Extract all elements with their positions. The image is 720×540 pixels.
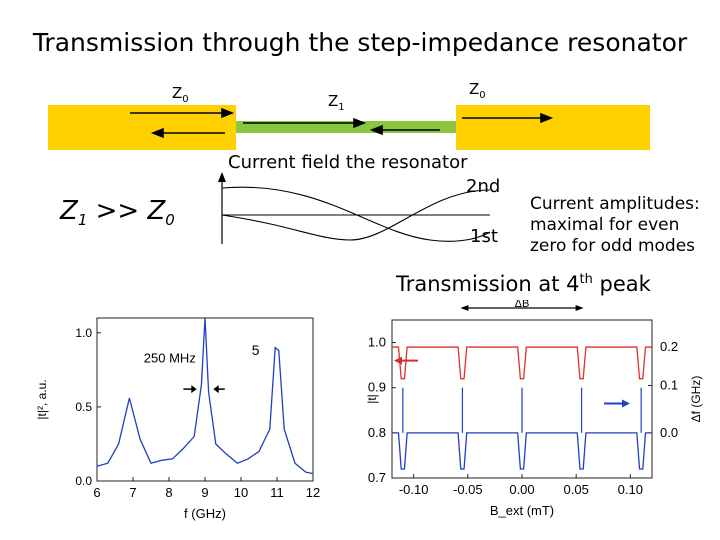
amplitudes-line-2: maximal for even xyxy=(530,215,680,235)
chart2-y-tick-label: 0.7 xyxy=(368,470,386,485)
chart1-series-line xyxy=(96,317,314,475)
right-line-section xyxy=(456,105,650,150)
chart2-right-axis-label: Δf (GHz) xyxy=(689,376,703,423)
impedance-condition: Z1 >> Z0 xyxy=(60,196,175,230)
z0-left-label: Z0 xyxy=(172,84,189,105)
current-amplitudes-note: Current amplitudes: maximal for even zer… xyxy=(530,194,720,257)
chart1-y-axis-label: |t|², a.u. xyxy=(35,379,49,419)
reflected-wave-arrowhead xyxy=(150,127,164,139)
current-field-label: Current field the resonator xyxy=(228,152,468,173)
chart2-deltab-arrowhead-left xyxy=(460,305,469,311)
inner-forward-arrowhead xyxy=(353,117,367,129)
chart1-peak-label-5: 5 xyxy=(252,342,260,358)
chart2-x-tick-label: -0.10 xyxy=(399,482,429,497)
chart2-right-tick-label: 0.0 xyxy=(660,425,678,440)
left-line-section xyxy=(48,105,236,150)
mode-1st-curve xyxy=(221,189,491,241)
mode-sketch xyxy=(218,172,491,244)
chart1-x-tick-label: 7 xyxy=(129,485,136,500)
chart1-y-tick-label: 1.0 xyxy=(75,326,92,340)
chart1-x-tick-label: 11 xyxy=(270,485,284,500)
z1-center-label: Z1 xyxy=(328,92,345,113)
transmission-heading: Transmission at 4th peak xyxy=(396,272,651,296)
chart2-y-tick-label: 0.8 xyxy=(368,425,386,440)
resonator-diagram xyxy=(48,105,650,150)
chart2-y-axis-label: |t| xyxy=(365,394,379,404)
chart2-x-tick-label: 0.00 xyxy=(509,482,534,497)
z0-right-label: Z0 xyxy=(469,80,486,101)
chart2-x-tick-label: 0.10 xyxy=(618,482,643,497)
chart2-red-axis-indicator-head xyxy=(394,356,402,365)
chart2-right-tick-label: 0.1 xyxy=(660,377,678,392)
chart1-y-tick-label: 0.0 xyxy=(75,474,92,488)
chart1-x-tick-label: 10 xyxy=(234,485,248,500)
chart1-linewidth-arrowhead-left xyxy=(191,385,197,394)
incident-wave-arrowhead xyxy=(221,107,235,119)
chart2-blue-axis-indicator-head xyxy=(622,399,630,408)
mode-1st-label: 1st xyxy=(470,226,498,247)
chart2-x-tick-label: 0.05 xyxy=(564,482,589,497)
mode-2nd-curve xyxy=(221,186,491,242)
field-transmission-chart: -0.10 -0.05 0.00 0.05 0.10 0.7 0.8 0.9 1.0 0.0 0.1… xyxy=(365,300,703,518)
chart2-y-tick-label: 0.9 xyxy=(368,380,386,395)
chart2-x-tick-label: -0.05 xyxy=(453,482,483,497)
inner-backward-arrowhead xyxy=(369,124,383,136)
chart2-deltab-arrowhead-right xyxy=(575,305,584,311)
amplitudes-line-3: zero for odd modes xyxy=(530,236,696,256)
chart2-series-2-line xyxy=(392,432,652,470)
chart1-x-tick-label: 6 xyxy=(93,485,100,500)
amplitudes-line-1: Current amplitudes: xyxy=(530,194,700,214)
chart1-x-tick-label: 12 xyxy=(306,485,320,500)
mode-axis-arrowhead xyxy=(218,172,226,182)
chart2-x-axis-label: B_ext (mT) xyxy=(490,503,554,518)
transmitted-wave-arrowhead xyxy=(540,112,554,124)
chart2-right-tick-label: 0.2 xyxy=(660,339,678,354)
chart2-deltab-label: ΔB xyxy=(515,300,530,310)
chart2-y-tick-label: 1.0 xyxy=(368,335,386,350)
mode-2nd-label: 2nd xyxy=(466,176,501,197)
slide-title: Transmission through the step-impedance … xyxy=(32,28,688,57)
chart1-linewidth-arrowhead xyxy=(213,385,219,394)
chart2-series-1-line xyxy=(392,346,652,380)
chart1-x-axis-label: f (GHz) xyxy=(184,506,226,521)
chart1-linewidth-label: 250 MHz xyxy=(144,350,196,365)
chart1-y-tick-label: 0.5 xyxy=(75,400,92,414)
chart1-x-tick-label: 9 xyxy=(201,485,208,500)
chart1-x-tick-label: 8 xyxy=(165,485,172,500)
